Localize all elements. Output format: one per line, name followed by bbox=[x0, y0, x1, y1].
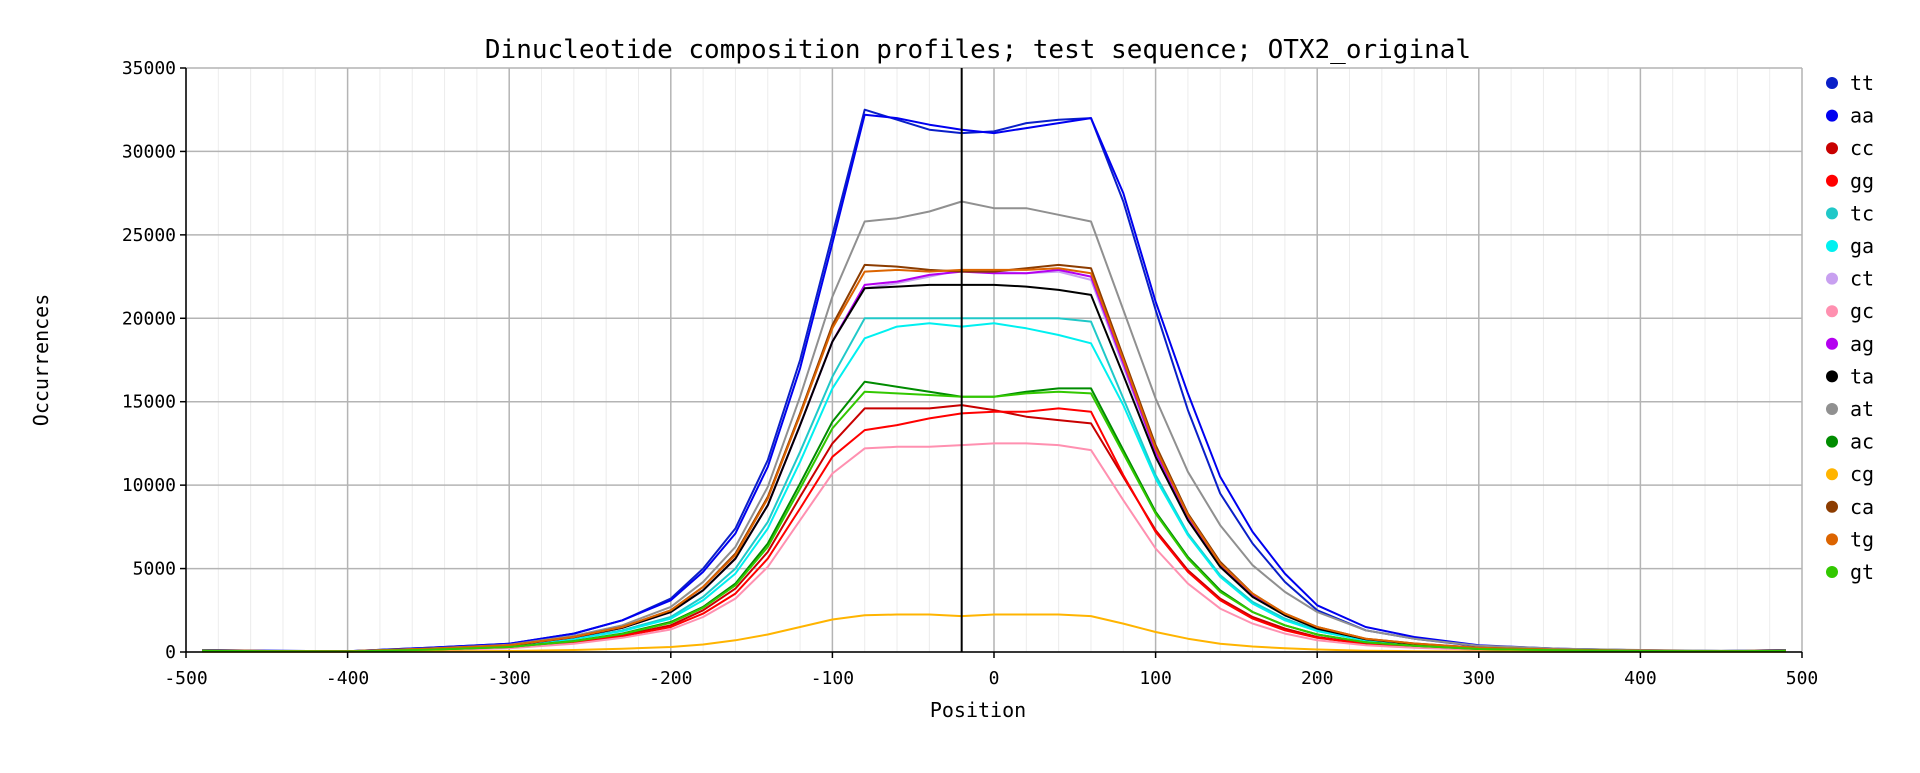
legend-label: ta bbox=[1850, 364, 1874, 388]
x-tick-label: -200 bbox=[649, 668, 692, 689]
x-tick-label: 100 bbox=[1139, 668, 1172, 689]
legend-marker bbox=[1826, 207, 1838, 220]
x-tick-label: -300 bbox=[488, 668, 531, 689]
series-line-gt bbox=[202, 390, 1786, 653]
series-group bbox=[202, 108, 1786, 653]
x-tick-label: 300 bbox=[1463, 668, 1496, 689]
legend-label: at bbox=[1850, 397, 1874, 421]
legend-marker bbox=[1826, 370, 1838, 383]
legend-marker bbox=[1826, 337, 1838, 350]
legend-marker bbox=[1826, 435, 1838, 448]
y-tick-label: 30000 bbox=[122, 141, 176, 162]
series-line-gg bbox=[202, 407, 1786, 653]
legend-marker bbox=[1826, 109, 1838, 122]
series-line-aa bbox=[202, 113, 1786, 653]
x-tick-label: 500 bbox=[1786, 668, 1819, 689]
legend-marker bbox=[1826, 468, 1838, 481]
legend-item-tc: tc bbox=[1826, 201, 1874, 225]
legend-marker bbox=[1826, 77, 1838, 89]
legend-item-tg: tg bbox=[1826, 527, 1874, 551]
legend-item-ct: ct bbox=[1826, 267, 1874, 291]
legend-label: tt bbox=[1850, 71, 1874, 95]
x-axis-label: Position bbox=[930, 698, 1026, 722]
legend-item-aa: aa bbox=[1826, 104, 1874, 128]
legend-label: ac bbox=[1850, 430, 1874, 454]
legend-item-gt: gt bbox=[1826, 560, 1874, 584]
x-tick-label: -400 bbox=[326, 668, 369, 689]
legend-marker bbox=[1826, 305, 1838, 318]
legend-marker bbox=[1826, 174, 1838, 187]
legend-label: gc bbox=[1850, 299, 1874, 323]
series-line-at bbox=[202, 200, 1786, 653]
legend-item-ga: ga bbox=[1826, 234, 1874, 258]
series-line-tg bbox=[202, 267, 1786, 653]
legend: tt aa cc gg tc ga ct gc ag ta at ac cg ca tg gt bbox=[1826, 71, 1874, 584]
series-line-cg bbox=[202, 613, 1786, 653]
legend-marker bbox=[1826, 533, 1838, 546]
y-tick-label: 10000 bbox=[122, 475, 176, 496]
ticks-group: -500 -400 -300 -200 -100 0 100 200 300 400 5000500… bbox=[122, 58, 1818, 689]
x-tick-label: 400 bbox=[1624, 668, 1657, 689]
legend-label: ca bbox=[1850, 495, 1874, 519]
legend-marker bbox=[1826, 240, 1838, 252]
y-axis-label: Occurrences bbox=[29, 294, 53, 426]
legend-item-ag: ag bbox=[1826, 332, 1874, 356]
x-tick-label: 0 bbox=[989, 668, 1000, 689]
legend-item-ta: ta bbox=[1826, 364, 1874, 388]
legend-item-cc: cc bbox=[1826, 136, 1874, 160]
legend-label: tg bbox=[1850, 527, 1874, 551]
x-tick-label: 200 bbox=[1301, 668, 1334, 689]
y-tick-label: 0 bbox=[165, 642, 176, 663]
grid-major bbox=[185, 67, 1803, 653]
legend-item-ac: ac bbox=[1826, 430, 1874, 454]
legend-label: ga bbox=[1850, 234, 1874, 258]
legend-label: cc bbox=[1850, 136, 1874, 160]
legend-label: cg bbox=[1850, 462, 1874, 486]
x-tick-label: -500 bbox=[164, 668, 207, 689]
chart-title: Dinucleotide composition profiles; test … bbox=[485, 35, 1471, 65]
x-tick-label: -100 bbox=[811, 668, 854, 689]
legend-item-gg: gg bbox=[1826, 169, 1874, 193]
legend-label: aa bbox=[1850, 104, 1874, 128]
legend-label: ag bbox=[1850, 332, 1874, 356]
legend-marker bbox=[1826, 142, 1838, 155]
y-tick-label: 25000 bbox=[122, 225, 176, 246]
legend-item-at: at bbox=[1826, 397, 1874, 421]
series-line-ga bbox=[202, 322, 1786, 653]
legend-marker bbox=[1826, 403, 1838, 415]
y-tick-label: 20000 bbox=[122, 308, 176, 329]
y-tick-label: 35000 bbox=[122, 58, 176, 79]
legend-item-cg: cg bbox=[1826, 462, 1874, 486]
legend-label: gg bbox=[1850, 169, 1874, 193]
y-tick-label: 5000 bbox=[133, 559, 176, 580]
legend-item-gc: gc bbox=[1826, 299, 1874, 323]
legend-marker bbox=[1826, 272, 1838, 285]
legend-label: ct bbox=[1850, 267, 1874, 291]
legend-marker bbox=[1826, 500, 1838, 513]
legend-item-ca: ca bbox=[1826, 495, 1874, 519]
legend-label: gt bbox=[1850, 560, 1874, 584]
series-line-gc bbox=[202, 442, 1786, 653]
legend-marker bbox=[1826, 566, 1838, 578]
legend-item-tt: tt bbox=[1826, 71, 1874, 95]
y-tick-label: 15000 bbox=[122, 392, 176, 413]
legend-label: tc bbox=[1850, 201, 1874, 225]
